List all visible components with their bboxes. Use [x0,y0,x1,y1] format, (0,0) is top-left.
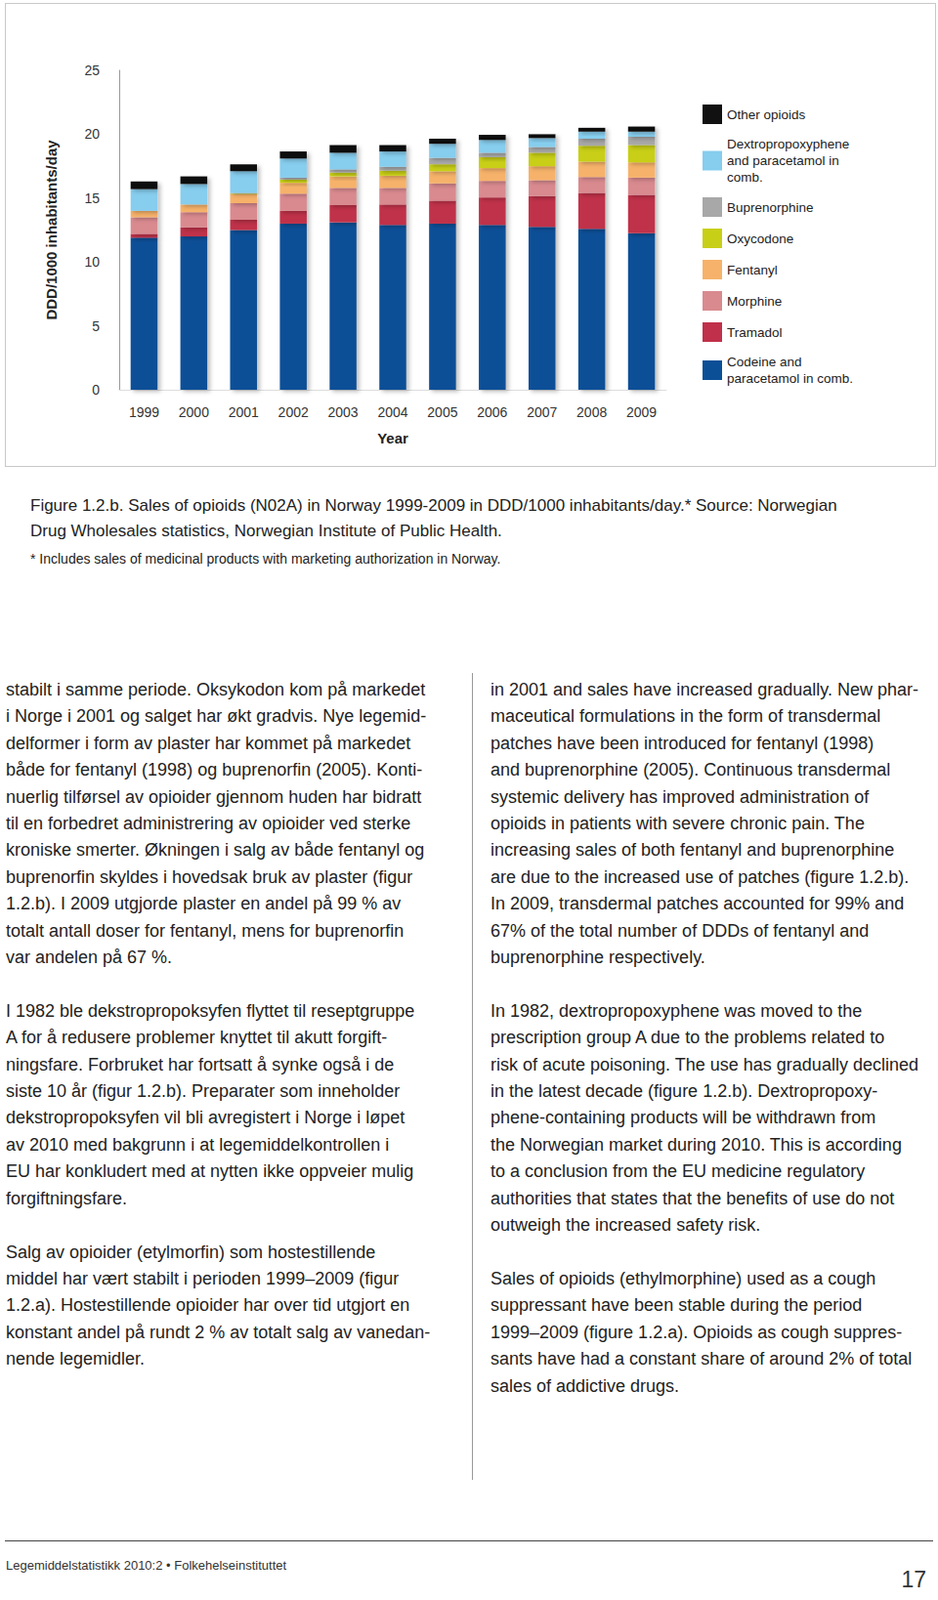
html-text:systemic delivery has improved: systemic delivery has improved administr… [490,787,869,807]
html-text:sales of addictive drugs.: sales of addictive drugs. [490,1376,680,1396]
html-text:1.2.a). Hostestillende opioide: 1.2.a). Hostestillende opioider har over… [5,1295,410,1316]
html-text:til en forbedret administrerin: til en forbedret administrering av opioi… [5,813,411,834]
html-text:are due to the increased use o: are due to the increased use of patches … [490,867,909,887]
svg-text:DDD/1000 inhabitants/day: DDD/1000 inhabitants/day [42,139,60,321]
svg-text:2000: 2000 [178,404,210,421]
html-text:and buprenorphine (2005). Cont: and buprenorphine (2005). Continuous tra… [490,760,891,780]
svg-text:Dextropropoxyphene: Dextropropoxyphene [726,136,853,152]
html-text:17: 17 [901,1567,927,1593]
html-text:authorities that states that t: authorities that states that the benefit… [490,1188,895,1209]
html-text:in 2001 and sales have increas: in 2001 and sales have increased gradual… [490,680,919,700]
html-text:siste 10 år (figur 1.2.b). Pre: siste 10 år (figur 1.2.b). Preparater so… [5,1081,400,1102]
html-text:outweigh the increased safety: outweigh the increased safety risk. [490,1215,761,1236]
svg-text:2009: 2009 [626,404,657,421]
svg-text:5: 5 [91,318,100,335]
svg-text:2004: 2004 [377,404,408,421]
html-text:increasing sales of both fenta: increasing sales of both fentanyl and bu… [490,840,895,861]
html-text:risk of acute poisoning. The u: risk of acute poisoning. The use has gra… [490,1054,919,1075]
html-text:sants have had a constant shar: sants have had a constant share of aroun… [490,1349,912,1369]
html-text:konstant andel på rundt 2 % av: konstant andel på rundt 2 % av totalt sa… [5,1322,431,1343]
svg-text:Tramadol: Tramadol [726,325,783,341]
svg-text:0: 0 [91,382,100,398]
html-text:delformer i form av plaster ha: delformer i form av plaster har kommet p… [5,733,411,754]
html-text:nuerlig tilførsel av opioider: nuerlig tilførsel av opioider gjennom hu… [5,787,422,807]
html-text:buprenorphine respectively.: buprenorphine respectively. [490,947,706,968]
html-text:både for fentanyl (1998) og bu: både for fentanyl (1998) og buprenorfin … [5,760,423,780]
svg-text:2007: 2007 [526,404,557,421]
html-text:the Norwegian market during 20: the Norwegian market during 2010. This i… [490,1135,902,1155]
svg-text:1999: 1999 [128,404,160,421]
svg-text:2002: 2002 [278,404,309,421]
html-text:buprenorfin skyldes i hovedsak: buprenorfin skyldes i hovedsak bruk av p… [5,867,413,887]
svg-text:Year: Year [377,429,409,447]
html-text:nende legemidler.: nende legemidler. [5,1349,145,1369]
html-text:dekstropropoksyfen vil bli avr: dekstropropoksyfen vil bli avregistert i… [5,1108,405,1129]
html-text:In 2009, transdermal patches a: In 2009, transdermal patches accounted f… [490,894,905,914]
html-text:prescription group A due to th: prescription group A due to the problems… [490,1028,885,1048]
html-text:middel har vært stabilt i peri: middel har vært stabilt i perioden 1999–… [5,1269,399,1289]
html-text:Sales of opioids (ethylmorphin: Sales of opioids (ethylmorphine) used as… [490,1269,876,1289]
html-text:Salg av opioider (etylmorfin): Salg av opioider (etylmorfin) som hostes… [5,1242,376,1262]
html-text:Drug Wholesales statistics, No: Drug Wholesales statistics, Norwegian In… [30,521,503,541]
html-text:to a conclusion from the EU me: to a conclusion from the EU medicine reg… [490,1162,865,1182]
svg-text:paracetamol in comb.: paracetamol in comb. [726,371,853,386]
html-text:Figure 1.2.b. Sales of opioids: Figure 1.2.b. Sales of opioids (N02A) in… [30,496,837,515]
svg-text:2005: 2005 [426,404,458,421]
html-text:EU har konkludert med at nytte: EU har konkludert med at nytten ikke opp… [5,1162,414,1182]
svg-text:2003: 2003 [328,404,359,421]
html-text:67% of the total number of DDD: 67% of the total number of DDDs of fenta… [490,921,869,941]
svg-text:2008: 2008 [576,404,607,421]
svg-text:2006: 2006 [476,404,508,421]
html-text:In 1982, dextropropoxyphene wa: In 1982, dextropropoxyphene was moved to… [490,1001,863,1021]
html-text:maceutical formulations in the: maceutical formulations in the form of t… [490,706,881,727]
html-text:Legemiddelstatistikk 2010:2 •: Legemiddelstatistikk 2010:2 • Folkehelse… [5,1558,287,1574]
html-text:opioids in patients with sever: opioids in patients with severe chronic … [490,813,865,834]
html-text:phene-containing products will: phene-containing products will be withdr… [490,1108,876,1129]
svg-text:Other opioids: Other opioids [726,107,807,123]
svg-text:comb.: comb. [726,170,764,185]
html-text:av 2010 med bakgrunn i at lege: av 2010 med bakgrunn i at legemiddelkont… [5,1135,390,1155]
svg-text:20: 20 [84,126,100,142]
html-text:* Includes sales of medicinal: * Includes sales of medicinal products w… [30,551,501,567]
svg-text:15: 15 [84,190,100,207]
html-text:I 1982 ble dekstropropoksyfen: I 1982 ble dekstropropoksyfen flyttet ti… [5,1001,415,1021]
html-text:ningsfare. Forbruket har forts: ningsfare. Forbruket har fortsatt å synk… [5,1054,394,1075]
svg-text:10: 10 [84,254,100,270]
html-text:patches have been introduced f: patches have been introduced for fentany… [490,733,874,754]
html-text:in the latest decade (figure 1: in the latest decade (figure 1.2.b). Dex… [490,1081,878,1102]
svg-text:2001: 2001 [228,404,259,421]
html-text:forgiftningsfare.: forgiftningsfare. [5,1188,128,1209]
svg-text:Morphine: Morphine [726,294,782,309]
svg-text:and paracetamol in: and paracetamol in [726,153,844,169]
html-text:stabilt i samme periode. Oksyk: stabilt i samme periode. Oksykodon kom p… [5,680,426,700]
html-text:A for å redusere problemer kny: A for å redusere problemer knyttet til a… [5,1028,388,1048]
html-text:i Norge i 2001 og salget har ø: i Norge i 2001 og salget har økt gradvis… [5,706,427,727]
html-text:var andelen på 67 %.: var andelen på 67 %. [5,947,173,968]
html-text:1999–2009 (figure 1.2.a). Opio: 1999–2009 (figure 1.2.a). Opioids as cou… [490,1322,903,1343]
svg-text:Buprenorphine: Buprenorphine [726,200,814,215]
html-text:totalt antall doser for fentan: totalt antall doser for fentanyl, mens f… [5,921,404,941]
html-text:suppressant have been stable d: suppressant have been stable during the … [490,1295,863,1316]
svg-text:Oxycodone: Oxycodone [726,231,794,247]
svg-text:Fentanyl: Fentanyl [726,262,778,278]
html-text:1.2.b). I 2009 utgjorde plaste: 1.2.b). I 2009 utgjorde plaster en andel… [5,894,401,914]
html-text:kroniske smerter. Økningen i s: kroniske smerter. Økningen i salg av båd… [5,840,425,861]
svg-text:25: 25 [84,62,100,79]
svg-text:Codeine and: Codeine and [726,354,806,370]
